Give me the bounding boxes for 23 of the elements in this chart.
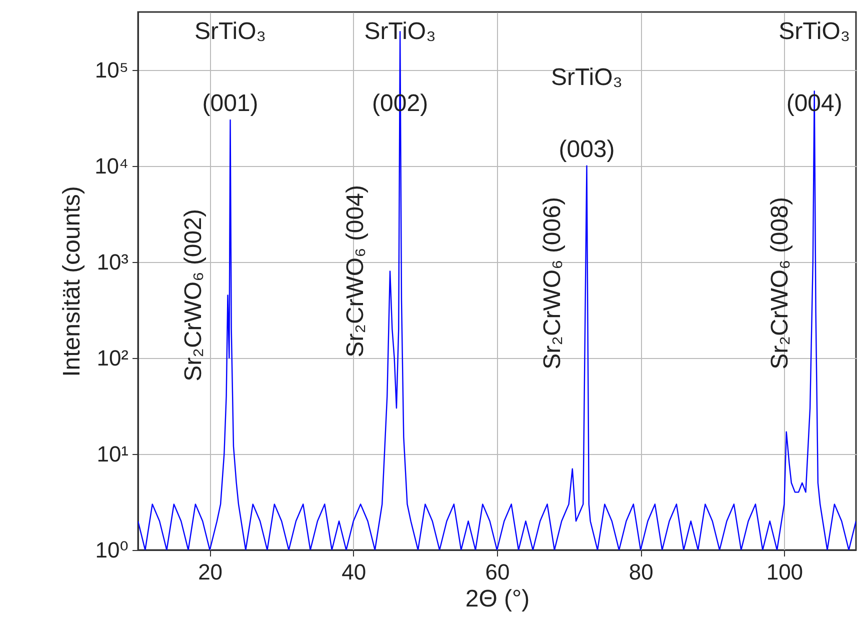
x-tick-label: 100 — [766, 560, 804, 584]
annotation: SrTiO₃ — [550, 64, 623, 91]
annotation: (003) — [558, 136, 615, 163]
annotation: Sr₂CrWO₆ (004) — [342, 185, 370, 358]
y-tick-label: 10⁰ — [95, 538, 129, 562]
annotation: (001) — [202, 90, 258, 118]
annotation: SrTiO₃ — [194, 18, 266, 46]
x-axis-title: 2Θ (°) — [465, 586, 530, 612]
annotation: Sr₂CrWO₆ (008) — [766, 197, 794, 370]
annotation: Sr₂CrWO₆ (002) — [180, 209, 207, 382]
x-tick-label: 40 — [342, 560, 366, 584]
x-tick-label: 20 — [198, 560, 223, 584]
y-tick-label: 10⁴ — [94, 153, 128, 178]
y-tick-label: 10⁵ — [94, 57, 128, 82]
y-axis-title: Intensität (counts) — [58, 186, 86, 377]
annotation: SrTiO₃ — [364, 18, 436, 46]
y-tick-label: 10² — [96, 345, 128, 370]
x-tick-label: 60 — [485, 560, 510, 584]
annotation: Sr₂CrWO₆ (006) — [538, 197, 566, 370]
y-tick-label: 10¹ — [96, 441, 128, 466]
y-tick-label: 10³ — [96, 249, 128, 274]
x-tick-label: 80 — [628, 560, 654, 584]
annotation: SrTiO₃ — [778, 18, 850, 46]
